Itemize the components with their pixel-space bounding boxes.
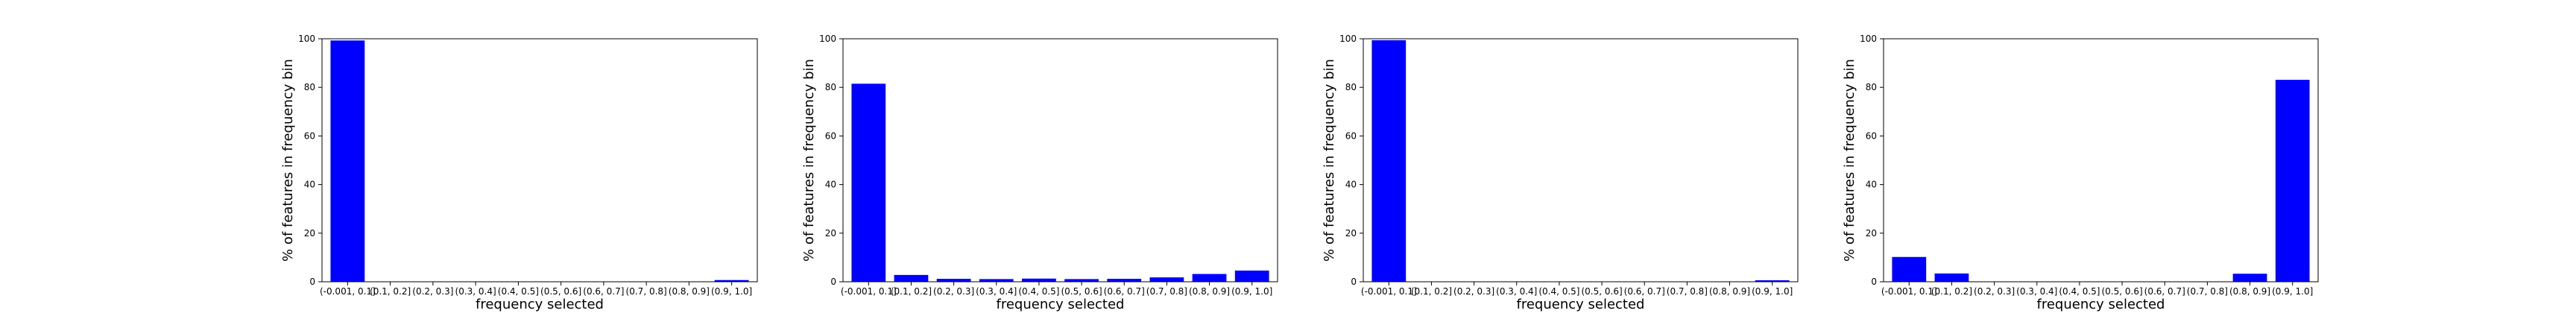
axes-frame — [842, 38, 1278, 282]
x-tick-label: (0.9, 1.0] — [1752, 286, 1793, 297]
chart-panel-2: 0 20 40 60 80 100 (-0.001, 0.1](0.1, 0.2] (0.2,… — [801, 34, 1278, 312]
bar-10 — [2275, 80, 2310, 282]
x-tick-label: (0.6, 0.7] — [583, 286, 624, 297]
y-tick-label: 100 — [298, 34, 315, 44]
y-tick-label: 40 — [1866, 180, 1877, 190]
x-tick-label: (0.7, 0.8] — [2187, 286, 2228, 297]
axes-frame — [1883, 38, 2319, 282]
y-tick-label: 80 — [1866, 82, 1877, 92]
x-axis-label: frequency selected — [997, 297, 1125, 312]
y-tick-label: 80 — [1345, 82, 1357, 92]
x-tick-label: (0.4, 0.5] — [1018, 286, 1059, 297]
chart-panel-1: 0 20 40 60 80 100 (-0.001, 0.1](0.1, 0.2] (0.2,… — [280, 34, 758, 312]
y-tick-label: 60 — [1345, 130, 1357, 141]
x-tick-label: (0.4, 0.5] — [498, 286, 539, 297]
bar-10 — [714, 280, 749, 282]
y-tick-label: 20 — [304, 228, 315, 239]
y-tick-label: 40 — [825, 180, 836, 190]
bar-1 — [1371, 40, 1407, 282]
bar-10 — [1755, 280, 1790, 282]
bar-10 — [1234, 271, 1269, 282]
x-axis-label: frequency selected — [476, 297, 604, 312]
x-tick-label: (0.2, 0.3] — [412, 286, 453, 297]
x-tick-label: (0.8, 0.9] — [1709, 286, 1750, 297]
x-tick-label: (0.2, 0.3] — [1453, 286, 1494, 297]
y-tick-label: 100 — [1860, 34, 1877, 44]
y-tick-label: 80 — [304, 82, 315, 92]
y-tick-label: 0 — [1351, 277, 1357, 287]
x-tick-label: (0.3, 0.4] — [976, 286, 1017, 297]
y-tick-label: 20 — [825, 228, 836, 239]
x-tick-label: (0.7, 0.8] — [626, 286, 667, 297]
y-tick-label: 100 — [819, 34, 836, 44]
bar-3 — [936, 279, 971, 282]
x-tick-label: (0.1, 0.2] — [891, 286, 932, 297]
y-tick-label: 0 — [830, 277, 836, 287]
bar-2 — [1934, 273, 1969, 282]
x-tick-label: (0.5, 0.6] — [1581, 286, 1622, 297]
x-tick-label: (-0.001, 0.1] — [320, 286, 376, 297]
x-tick-label: (-0.001, 0.1] — [841, 286, 897, 297]
x-tick-label: (0.1, 0.2] — [1411, 286, 1452, 297]
x-tick-label: (0.7, 0.8] — [1667, 286, 1708, 297]
bar-8 — [1149, 277, 1184, 282]
bar-1 — [330, 40, 365, 282]
y-tick-label: 60 — [1866, 130, 1877, 141]
x-tick-label: (0.3, 0.4] — [1496, 286, 1537, 297]
y-axis-label: % of features in frequency bin — [1322, 59, 1337, 262]
x-tick-label: (-0.001, 0.1] — [1881, 286, 1937, 297]
x-tick-label: (0.7, 0.8] — [1146, 286, 1187, 297]
x-tick-label: (0.8, 0.9] — [669, 286, 710, 297]
y-axis-label: % of features in frequency bin — [280, 59, 296, 262]
bar-1 — [1892, 256, 1927, 282]
y-tick-label: 40 — [1345, 180, 1357, 190]
x-tick-label: (0.5, 0.6] — [2101, 286, 2142, 297]
y-tick-label: 100 — [1339, 34, 1357, 44]
bar-9 — [2232, 274, 2267, 282]
y-tick-label: 80 — [825, 82, 836, 92]
x-tick-label: (0.6, 0.7] — [2144, 286, 2185, 297]
x-tick-label: (0.4, 0.5] — [1538, 286, 1579, 297]
y-axis-label: % of features in frequency bin — [801, 59, 817, 262]
x-tick-label: (0.9, 1.0] — [711, 286, 752, 297]
y-tick-label: 40 — [304, 180, 315, 190]
y-tick-label: 20 — [1866, 228, 1877, 239]
bar-6 — [1064, 279, 1099, 282]
y-tick-label: 0 — [1871, 277, 1877, 287]
bar-4 — [979, 279, 1014, 282]
axes-frame — [1363, 38, 1799, 282]
axes-frame — [321, 38, 758, 282]
x-tick-label: (0.8, 0.9] — [2229, 286, 2270, 297]
y-tick-label: 20 — [1345, 228, 1357, 239]
bar-5 — [1022, 278, 1056, 282]
x-tick-label: (0.9, 1.0] — [2272, 286, 2313, 297]
y-tick-label: 60 — [825, 130, 836, 141]
x-axis-label: frequency selected — [2037, 297, 2165, 312]
x-tick-label: (0.4, 0.5] — [2059, 286, 2100, 297]
chart-panel-3: 0 20 40 60 80 100 (-0.001, 0.1](0.1, 0.2] (0.2,… — [1322, 34, 1799, 312]
x-tick-label: (0.6, 0.7] — [1624, 286, 1665, 297]
x-tick-label: (0.2, 0.3] — [933, 286, 974, 297]
x-tick-label: (0.2, 0.3] — [1974, 286, 2015, 297]
x-tick-label: (0.5, 0.6] — [540, 286, 581, 297]
bar-7 — [1107, 279, 1142, 282]
x-tick-label: (0.6, 0.7] — [1104, 286, 1145, 297]
y-axis-label: % of features in frequency bin — [1842, 59, 1857, 262]
x-axis-label: frequency selected — [1517, 297, 1645, 312]
x-tick-label: (-0.001, 0.1] — [1361, 286, 1417, 297]
x-tick-label: (0.5, 0.6] — [1061, 286, 1102, 297]
x-tick-label: (0.3, 0.4] — [455, 286, 496, 297]
bar-1 — [851, 83, 886, 282]
x-tick-label: (0.9, 1.0] — [1231, 286, 1272, 297]
y-tick-label: 0 — [309, 277, 315, 287]
bar-2 — [894, 274, 929, 282]
y-tick-label: 60 — [304, 130, 315, 141]
x-tick-label: (0.1, 0.2] — [1931, 286, 1972, 297]
x-tick-label: (0.1, 0.2] — [370, 286, 411, 297]
bar-9 — [1192, 274, 1227, 282]
chart-panel-4: 0 20 40 60 80 100 (-0.001, 0.1](0.1, 0.2] (0.2,… — [1842, 34, 2319, 312]
x-tick-label: (0.3, 0.4] — [2016, 286, 2057, 297]
x-tick-label: (0.8, 0.9] — [1189, 286, 1230, 297]
